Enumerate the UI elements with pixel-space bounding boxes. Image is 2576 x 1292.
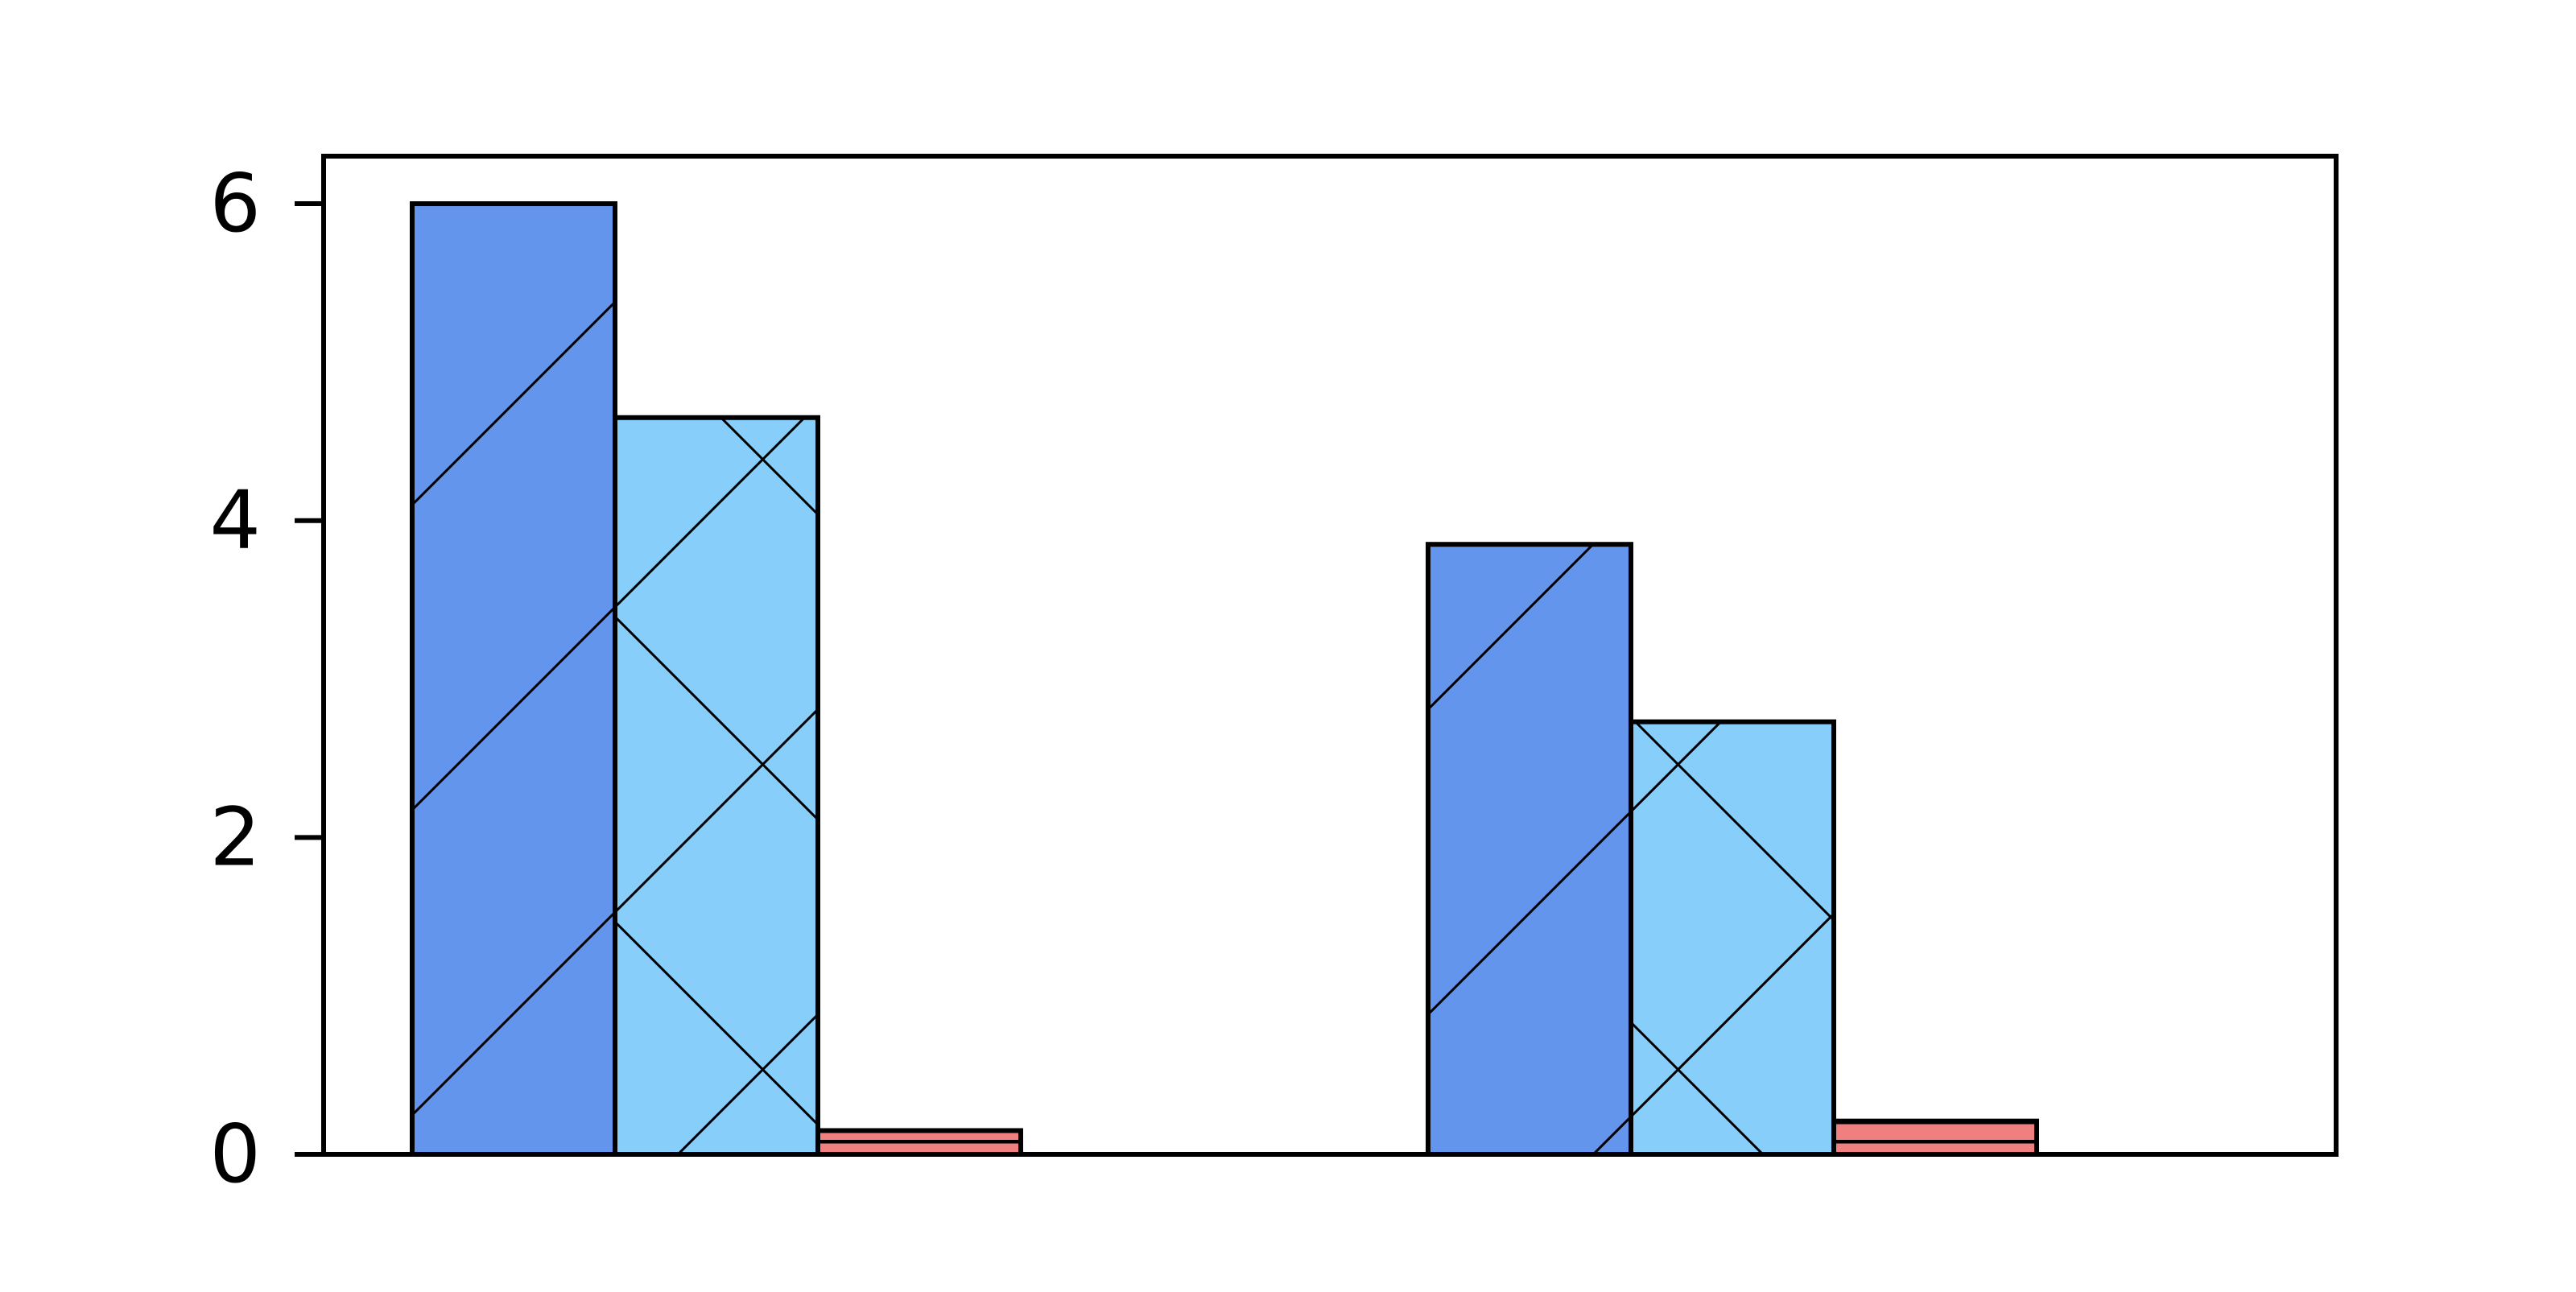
y-tick-label: 6 [209, 156, 261, 250]
bar-series3-group1 [815, 1128, 1023, 1158]
y-ticks-layer: 0 2 4 6 [209, 156, 324, 1201]
bar-series1-group2 [1426, 542, 1633, 1157]
bar-series2-group2 [1629, 719, 1836, 1157]
bar-series1-group1 [410, 201, 617, 1158]
bar-series3-group2 [1831, 1118, 2039, 1157]
axes-layer [321, 154, 2339, 1157]
y-tick-label: 0 [209, 1107, 261, 1201]
y-tick-label: 2 [209, 790, 261, 884]
bar-series2-group1 [613, 415, 820, 1157]
y-tick-label: 4 [209, 473, 261, 568]
plot-frame [321, 154, 2339, 1157]
bars-layer [410, 201, 2039, 1158]
